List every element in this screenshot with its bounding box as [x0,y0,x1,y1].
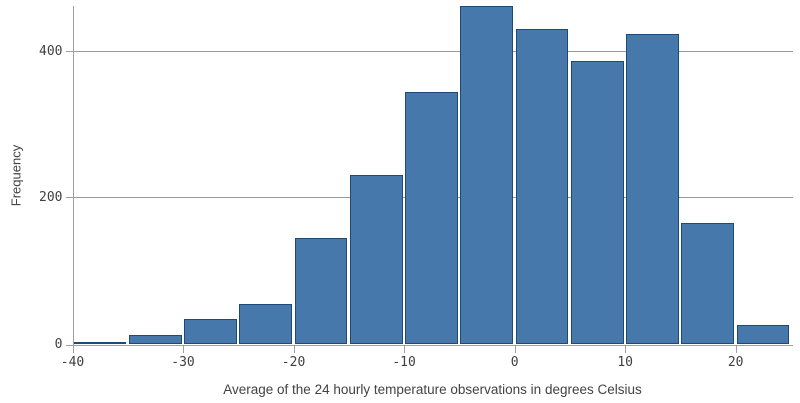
y-tick-label: 200 [39,190,63,206]
x-tick-label: 20 [727,355,744,370]
x-tick-label: -20 [281,355,306,370]
y-tick-mark [65,197,73,199]
histogram-bar[interactable] [239,304,293,345]
x-axis-title: Average of the 24 hourly temperature obs… [223,382,642,397]
x-tick-mark [735,345,737,353]
histogram-bar[interactable] [626,33,679,345]
x-tick-label: -10 [392,355,416,370]
x-tick-mark [404,345,406,353]
histogram-bar[interactable] [294,238,348,345]
y-tick-label: 0 [54,337,63,352]
x-tick-label: -30 [171,355,195,370]
x-tick-mark [183,345,185,353]
y-gridline [72,50,793,52]
x-axis-line [72,344,793,346]
y-axis-title: Frequency [8,144,24,207]
x-tick-label: 10 [617,355,633,370]
histogram-bar[interactable] [570,60,624,345]
x-tick-mark [72,345,74,353]
y-axis-line [72,6,74,345]
histogram-bar[interactable] [128,334,182,345]
histogram-bar[interactable] [184,318,237,345]
histogram-bar[interactable] [460,6,514,345]
y-tick-mark [65,50,73,52]
histogram-bar[interactable] [515,28,569,345]
histogram-bar[interactable] [405,92,458,345]
histogram-bar[interactable] [681,222,735,345]
x-tick-mark [293,345,295,353]
x-tick-mark [514,345,516,353]
x-tick-mark [625,345,627,353]
histogram-bar[interactable] [349,174,403,345]
x-tick-label: -40 [60,355,85,370]
y-tick-mark [65,344,73,346]
x-tick-label: 0 [510,355,519,370]
histogram-bar[interactable] [73,342,127,345]
histogram-bar[interactable] [736,325,790,345]
y-tick-label: 400 [39,43,63,59]
